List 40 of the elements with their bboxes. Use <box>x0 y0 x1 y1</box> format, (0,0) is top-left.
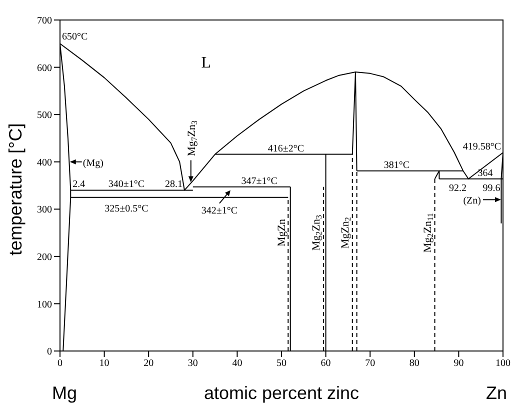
annotation: 92.2 <box>448 182 466 194</box>
x-tick-label: 60 <box>320 358 331 370</box>
annotation: 99.6 <box>482 182 500 194</box>
annotation: MgZn <box>276 218 288 247</box>
y-tick-label: 100 <box>37 299 52 310</box>
x-tick-label: 50 <box>276 358 286 370</box>
y-tick-label: 200 <box>37 252 52 263</box>
text: Zn <box>486 383 507 403</box>
annotation: (Mg) <box>82 158 104 169</box>
annotation: 342±1°C <box>201 205 238 216</box>
annotation: 2.4 <box>72 179 86 190</box>
y-tick-label: 700 <box>37 16 52 27</box>
annotation: 650°C <box>62 32 88 43</box>
x-tick-label: 0 <box>58 358 62 370</box>
x-tick-label: 90 <box>454 358 464 370</box>
annotation: 340±1°C <box>108 179 145 190</box>
y-tick-label: 0 <box>47 346 52 358</box>
annotation: 347±1°C <box>241 176 278 187</box>
annotation: L <box>201 54 212 72</box>
x-tick-label: 80 <box>409 358 420 370</box>
y-axis-title: temperature [°C] <box>5 123 26 256</box>
annotation: 28.1 <box>164 179 182 190</box>
y-tick-label: 400 <box>37 157 52 168</box>
annotation: 416±2°C <box>268 143 304 154</box>
annotation: 364 <box>478 168 493 179</box>
annotation: 325±0.5°C <box>104 203 149 214</box>
annotation: (Zn) <box>463 196 481 207</box>
x-tick-label: 10 <box>99 358 110 370</box>
x-tick-label: 40 <box>232 358 242 370</box>
x-tick-label: 20 <box>144 358 154 370</box>
x-tick-label: 100 <box>496 358 510 370</box>
y-tick-label: 500 <box>37 110 52 122</box>
y-tick-label: 300 <box>37 204 52 216</box>
x-tick-label: 70 <box>365 358 376 370</box>
x-axis-title: atomic percent zinc <box>204 383 360 403</box>
annotation: 419.58°C <box>462 142 502 153</box>
annotation: 381°C <box>384 160 410 171</box>
y-tick-label: 600 <box>37 62 52 74</box>
text: Mg <box>52 383 78 403</box>
x-tick-label: 30 <box>188 358 198 370</box>
